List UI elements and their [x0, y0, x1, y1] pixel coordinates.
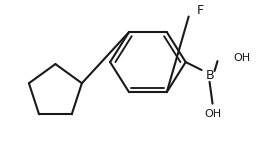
Text: OH: OH [204, 109, 221, 119]
Text: OH: OH [233, 53, 251, 63]
Text: F: F [197, 4, 204, 17]
Text: B: B [205, 69, 214, 83]
